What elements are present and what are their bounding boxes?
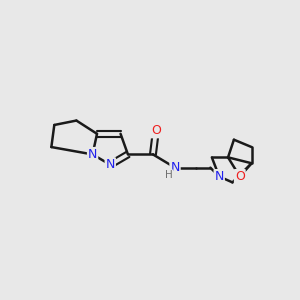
- Text: O: O: [235, 170, 245, 183]
- Text: N: N: [170, 161, 180, 174]
- Text: O: O: [151, 124, 161, 137]
- Text: H: H: [165, 170, 173, 180]
- Text: N: N: [88, 148, 97, 161]
- Text: N: N: [106, 158, 115, 171]
- Text: N: N: [214, 170, 224, 183]
